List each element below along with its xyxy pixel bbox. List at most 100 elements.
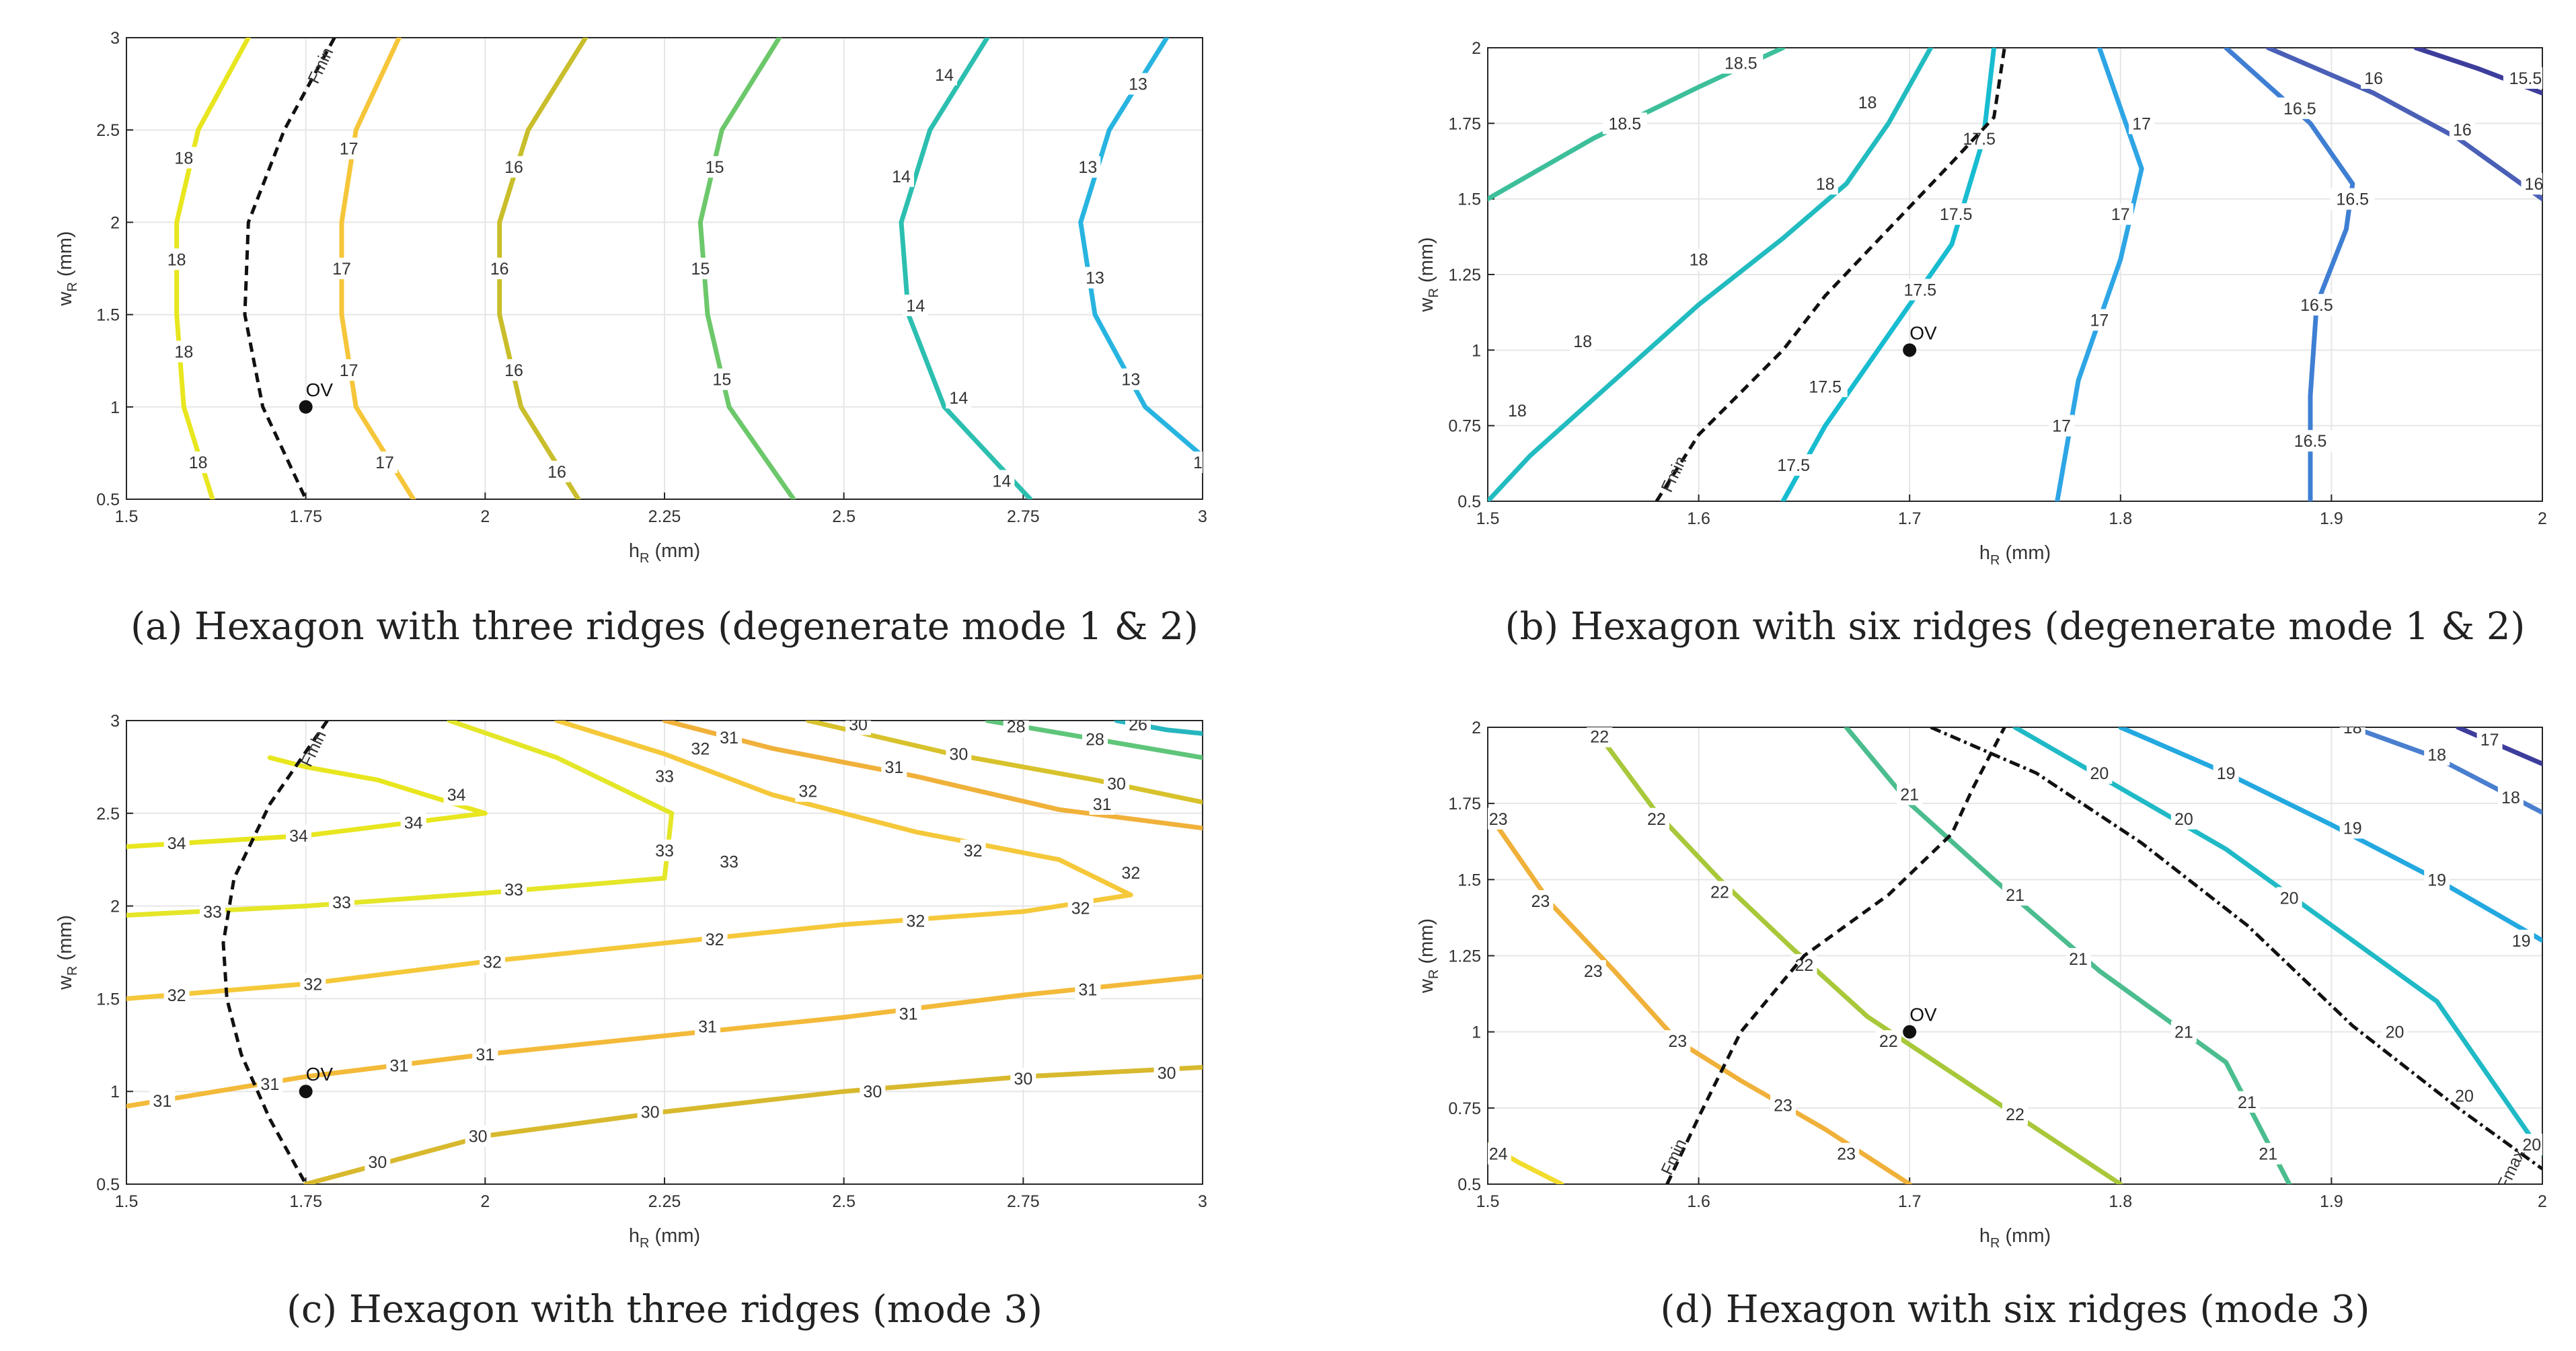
contour-label: 18: [2343, 719, 2362, 737]
boundary-fmax: [1930, 727, 2542, 1171]
boundary-fmin: [1665, 727, 2006, 1184]
contour-label-group: 16: [2521, 173, 2542, 195]
contour-label-group: 17: [2476, 729, 2503, 751]
contour-label: 12: [1279, 278, 1298, 297]
contour-label-bg: [486, 258, 513, 279]
contour-label-group: 16.5: [2330, 188, 2375, 210]
contour-label: 21: [2238, 1093, 2257, 1112]
contour-label-bg: [329, 258, 354, 279]
contour-label-group: 33: [501, 878, 527, 900]
contour-label-bg: [300, 973, 326, 995]
contour-label-bg: [1488, 807, 1511, 830]
contour-label-bg: [257, 1073, 283, 1095]
contour-label: 31: [1093, 795, 1112, 814]
x-tick-label: 1.75: [289, 507, 322, 526]
y-axis-subscript: R: [1427, 288, 1441, 297]
contour-label: 21: [1900, 786, 1919, 805]
contour-label-group: 17: [336, 137, 362, 159]
x-tick-label: 1.8: [2109, 1192, 2132, 1211]
contour-label: 22: [1647, 810, 1666, 829]
y-axis-label: wR (mm): [1416, 237, 1441, 312]
contour-label-group: 32: [903, 910, 929, 932]
contour-label-group: 18.5: [1602, 112, 1647, 135]
contour-label-bg: [1685, 248, 1712, 270]
contour-label-group: 16: [501, 156, 527, 178]
x-axis-symbol: h: [1979, 1225, 1990, 1247]
contour-label-group: 22: [2002, 1103, 2028, 1125]
contour-label: 32: [906, 912, 925, 931]
contour-label: 19: [2217, 764, 2236, 783]
contour-line-30: [303, 1064, 1203, 1184]
contour-label-group: 17: [372, 451, 397, 474]
panel-caption: (c) Hexagon with three ridges (mode 3): [287, 1288, 1043, 1331]
contour-label-group: 33: [716, 850, 742, 873]
contour-label-bg: [2294, 293, 2339, 316]
contour-label-group: 17.5: [1803, 375, 1848, 398]
contour-label: 19: [2427, 871, 2446, 889]
contour-label-group: 32: [702, 928, 728, 951]
contour-label-bg: [1082, 266, 1108, 289]
contour-label: 17.5: [1809, 377, 1842, 396]
contour-label: 16.5: [2336, 190, 2369, 209]
contour-label-bg: [1247, 184, 1273, 205]
contour-label: 31: [884, 758, 903, 777]
contour-label-bg: [1812, 173, 1838, 195]
contour-label: 24: [1489, 1145, 1508, 1164]
y-tick-label: 1: [110, 398, 120, 417]
x-axis-unit: (mm): [649, 540, 700, 562]
contour-label: 18.5: [1725, 54, 1757, 73]
contour-label-group: 15: [702, 156, 728, 178]
plot-frame: [126, 37, 1203, 500]
y-axis-unit: (mm): [54, 231, 76, 282]
contour-label-group: 34: [286, 824, 311, 846]
contour-label-group: 14: [888, 165, 914, 187]
contour-label: 19: [2512, 932, 2531, 951]
contour-label-bg: [1082, 728, 1108, 750]
contour-label-bg: [716, 726, 742, 748]
contour-label: 31: [260, 1075, 279, 1094]
contour-label-bg: [895, 1002, 921, 1025]
contour-label-bg: [171, 340, 197, 363]
marker-ov: [299, 400, 313, 414]
y-tick-label: 1.5: [1457, 871, 1481, 889]
contour-label-group: 17: [2129, 112, 2155, 135]
y-axis-symbol: w: [54, 291, 76, 307]
contour-label-group: 11: [1441, 92, 1466, 113]
contour-label-bg: [845, 721, 871, 735]
contour-label-group: 23: [1580, 960, 1606, 982]
contour-label-group: 19: [2424, 869, 2450, 891]
contour-label: 18.5: [1609, 114, 1642, 133]
x-axis-unit: (mm): [649, 1225, 700, 1247]
contour-label: 18: [1816, 175, 1835, 194]
contour-label: 32: [706, 930, 724, 949]
contour-label-group: 22: [1643, 807, 1669, 830]
contour-label-bg: [1527, 890, 1554, 912]
contour-label-group: 17: [2048, 414, 2074, 437]
x-tick-label: 2: [480, 1192, 490, 1211]
contour-label-bg: [687, 258, 714, 279]
y-tick-label: 1.5: [96, 990, 120, 1009]
x-tick-label: 2: [2538, 509, 2547, 528]
contour-label-group: 18: [2339, 719, 2365, 738]
contour-label-bg: [1319, 369, 1344, 390]
contour-label-group: 31: [149, 1089, 176, 1111]
contour-label-bg: [1290, 73, 1316, 95]
contour-label: 18: [189, 453, 208, 472]
contour-label-group: 17: [336, 359, 362, 381]
y-axis-unit: (mm): [1416, 918, 1437, 970]
y-tick-label: 1: [1472, 341, 1481, 360]
contour-label-bg: [860, 1081, 886, 1103]
contour-label-bg: [2361, 67, 2387, 89]
contour-label: 16: [547, 463, 566, 482]
contour-label-bg: [1067, 897, 1094, 919]
contour-label-group: 34: [443, 784, 469, 806]
contour-label-group: 12: [1276, 276, 1301, 297]
boundary-fmin: [221, 721, 329, 1184]
y-axis-unit: (mm): [54, 915, 76, 966]
contour-label-bg: [702, 156, 728, 178]
contour-label: 16.5: [2283, 100, 2316, 118]
contour-label-bg: [989, 470, 1015, 492]
contour-label-bg: [480, 951, 505, 973]
contour-label-bg: [365, 1151, 391, 1173]
